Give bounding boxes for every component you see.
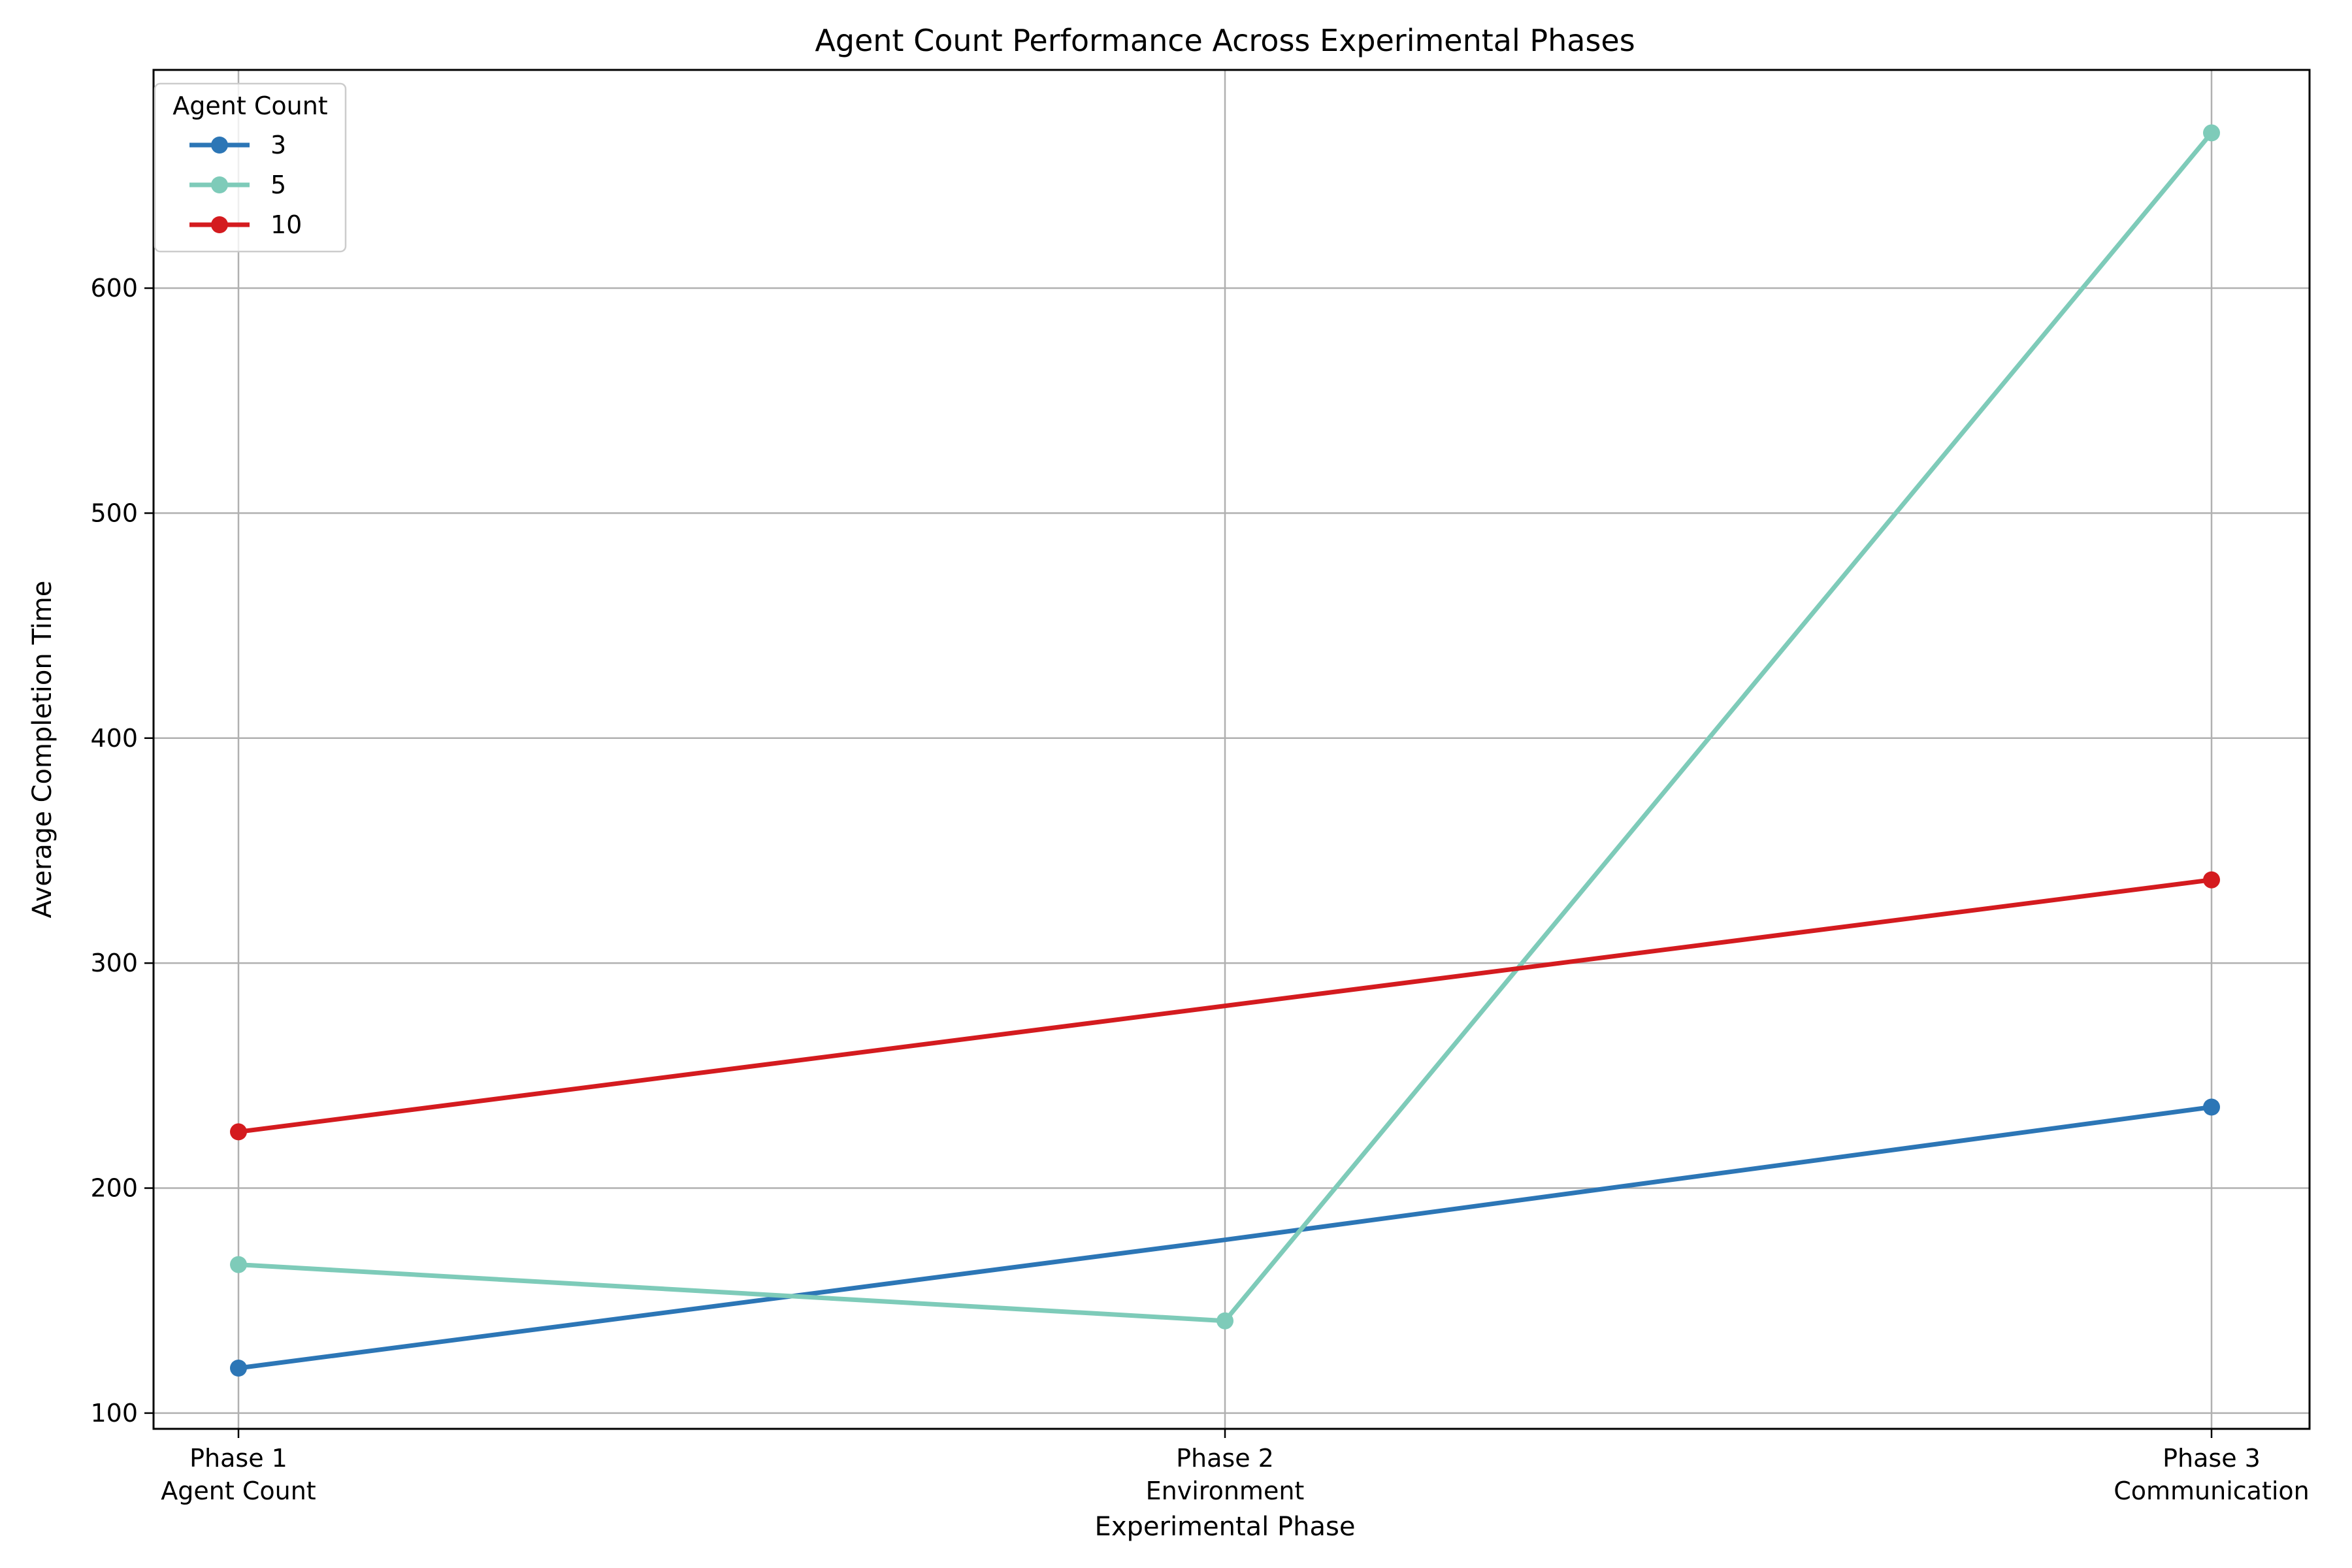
x-tick-label: Phase 3	[2163, 1444, 2261, 1473]
y-tick-label: 400	[90, 724, 138, 753]
legend-title: Agent Count	[172, 91, 327, 120]
legend: Agent Count 3 5 10	[154, 82, 347, 253]
legend-label-5: 5	[270, 171, 286, 199]
legend-marker-3	[211, 137, 228, 154]
series-line-10	[236, 877, 2214, 1134]
grid	[154, 70, 2310, 1429]
x-axis-label: Experimental Phase	[1095, 1512, 1356, 1542]
y-tick-label: 100	[90, 1399, 138, 1428]
x-tick-label: Phase 2	[1176, 1444, 1274, 1473]
legend-marker-10	[211, 216, 228, 233]
x-tick-label: Phase 1	[189, 1444, 287, 1473]
y-axis-label: Average Completion Time	[27, 581, 57, 919]
legend-entries: 3 5 10	[189, 131, 302, 239]
data-point-10	[230, 1123, 247, 1141]
y-tick-label: 600	[90, 274, 138, 302]
series-line-3	[236, 1105, 2214, 1371]
data-point-3	[230, 1360, 247, 1377]
data-point-5	[230, 1256, 247, 1273]
y-tick-label: 200	[90, 1174, 138, 1203]
series-layer	[230, 124, 2220, 1377]
plot-frame	[152, 69, 2311, 1430]
x-tick-label: Communication	[2114, 1477, 2310, 1505]
legend-box	[154, 82, 347, 253]
data-point-10	[2203, 871, 2220, 889]
data-point-5	[2203, 124, 2220, 142]
x-tick-label: Environment	[1146, 1477, 1305, 1505]
y-tick-label: 500	[90, 498, 138, 527]
legend-marker-5	[211, 176, 228, 193]
x-tick-label: Agent Count	[161, 1477, 316, 1505]
legend-label-3: 3	[270, 131, 286, 159]
data-point-3	[2203, 1098, 2220, 1116]
legend-label-10: 10	[270, 210, 302, 239]
data-point-5	[1217, 1312, 1233, 1330]
y-tick-label: 300	[90, 949, 138, 977]
x-axis-ticks: Phase 1 Agent Count Phase 2 Environment Phas…	[161, 1429, 2310, 1505]
y-axis-ticks: 100 200 300 400 500 600	[90, 274, 154, 1428]
chart-title: Agent Count Performance Across Experimen…	[815, 23, 1635, 58]
